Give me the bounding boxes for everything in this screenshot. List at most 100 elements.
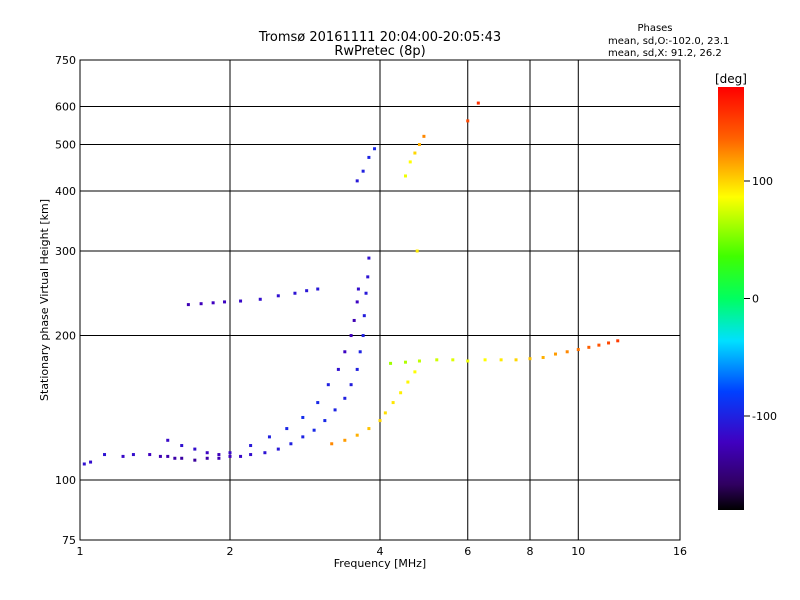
data-point: [367, 155, 371, 159]
x-tick-label: 1: [77, 545, 84, 558]
colorbar-tick-label: 0: [752, 293, 759, 306]
x-axis-label: Frequency [MHz]: [334, 557, 426, 570]
data-point: [362, 314, 366, 318]
data-point: [367, 427, 371, 431]
data-point: [413, 370, 417, 374]
data-point: [323, 419, 327, 423]
grid-lines: [80, 60, 680, 540]
legend-title: Phases: [637, 23, 672, 34]
data-point: [263, 451, 267, 455]
y-tick-label: 750: [55, 54, 76, 67]
data-point: [103, 453, 107, 457]
data-point: [389, 361, 393, 365]
legend-line-x: mean, sd,X: 91.2, 26.2: [608, 48, 722, 59]
x-tick-label: 2: [227, 545, 234, 558]
data-point: [415, 249, 419, 253]
colorbar: [718, 87, 744, 510]
data-point: [205, 451, 209, 455]
data-point: [228, 451, 232, 455]
x-tick-label: 8: [527, 545, 534, 558]
data-point: [366, 275, 370, 279]
data-point: [343, 438, 347, 442]
data-point: [180, 456, 184, 460]
y-tick-label: 100: [55, 474, 76, 487]
data-point: [82, 462, 86, 466]
data-point: [597, 343, 601, 347]
legend-line-o: mean, sd,O:-102.0, 23.1: [608, 36, 729, 47]
data-point: [364, 291, 368, 295]
data-point: [285, 427, 289, 431]
data-point: [289, 442, 293, 446]
data-point: [217, 453, 221, 457]
data-point: [193, 458, 197, 462]
data-point: [541, 355, 545, 359]
data-point: [399, 391, 403, 395]
colorbar-tick-label: -100: [752, 410, 777, 423]
data-point: [199, 302, 203, 306]
data-point: [361, 169, 365, 173]
data-point: [451, 358, 455, 362]
data-point: [305, 289, 309, 293]
data-point: [267, 435, 271, 439]
data-point: [355, 433, 359, 437]
data-point: [228, 454, 232, 458]
y-tick-label: 600: [55, 101, 76, 114]
data-point: [211, 301, 215, 305]
data-point: [249, 444, 253, 448]
data-point: [121, 454, 125, 458]
y-tick-label: 300: [55, 245, 76, 258]
x-axis-ticks: 1 2 4 6 8 10 16: [77, 545, 688, 558]
data-point: [476, 101, 480, 105]
data-point: [239, 454, 243, 458]
data-point: [352, 318, 356, 322]
data-point: [131, 453, 135, 457]
data-point: [587, 345, 591, 349]
chart-title: Tromsø 20161111 20:04:00-20:05:43: [258, 30, 501, 45]
y-tick-label: 400: [55, 185, 76, 198]
data-point: [343, 396, 347, 400]
y-axis-ticks: 75 100 200 300 400 500 600 750: [55, 54, 76, 547]
data-point: [343, 350, 347, 354]
data-point: [326, 383, 330, 387]
data-point: [499, 358, 503, 362]
x-tick-label: 4: [377, 545, 384, 558]
data-point: [312, 428, 316, 432]
data-point: [565, 350, 569, 354]
data-point: [417, 143, 421, 147]
data-points: [82, 101, 620, 466]
data-point: [403, 360, 407, 364]
data-point: [361, 334, 365, 338]
data-point: [355, 179, 359, 183]
data-point: [378, 419, 382, 423]
data-point: [249, 453, 253, 457]
data-point: [89, 460, 93, 464]
data-point: [148, 453, 152, 457]
data-point: [355, 300, 359, 304]
data-point: [158, 454, 162, 458]
data-point: [336, 367, 340, 371]
x-tick-label: 6: [464, 545, 471, 558]
data-point: [616, 339, 620, 343]
data-point: [193, 447, 197, 451]
data-point: [383, 411, 387, 415]
data-point: [373, 147, 377, 151]
data-point: [217, 456, 221, 460]
data-point: [173, 456, 177, 460]
data-point: [301, 415, 305, 419]
colorbar-tick-label: 100: [752, 175, 773, 188]
data-point: [553, 352, 557, 356]
data-point: [356, 287, 360, 291]
y-tick-label: 500: [55, 139, 76, 152]
data-point: [391, 401, 395, 405]
x-tick-label: 10: [571, 545, 585, 558]
data-point: [417, 359, 421, 363]
data-point: [528, 357, 532, 361]
data-point: [316, 287, 320, 291]
x-tick-label: 16: [673, 545, 687, 558]
data-point: [358, 350, 362, 354]
data-point: [276, 294, 280, 298]
data-point: [413, 151, 417, 155]
data-point: [576, 348, 580, 352]
data-point: [330, 442, 334, 446]
